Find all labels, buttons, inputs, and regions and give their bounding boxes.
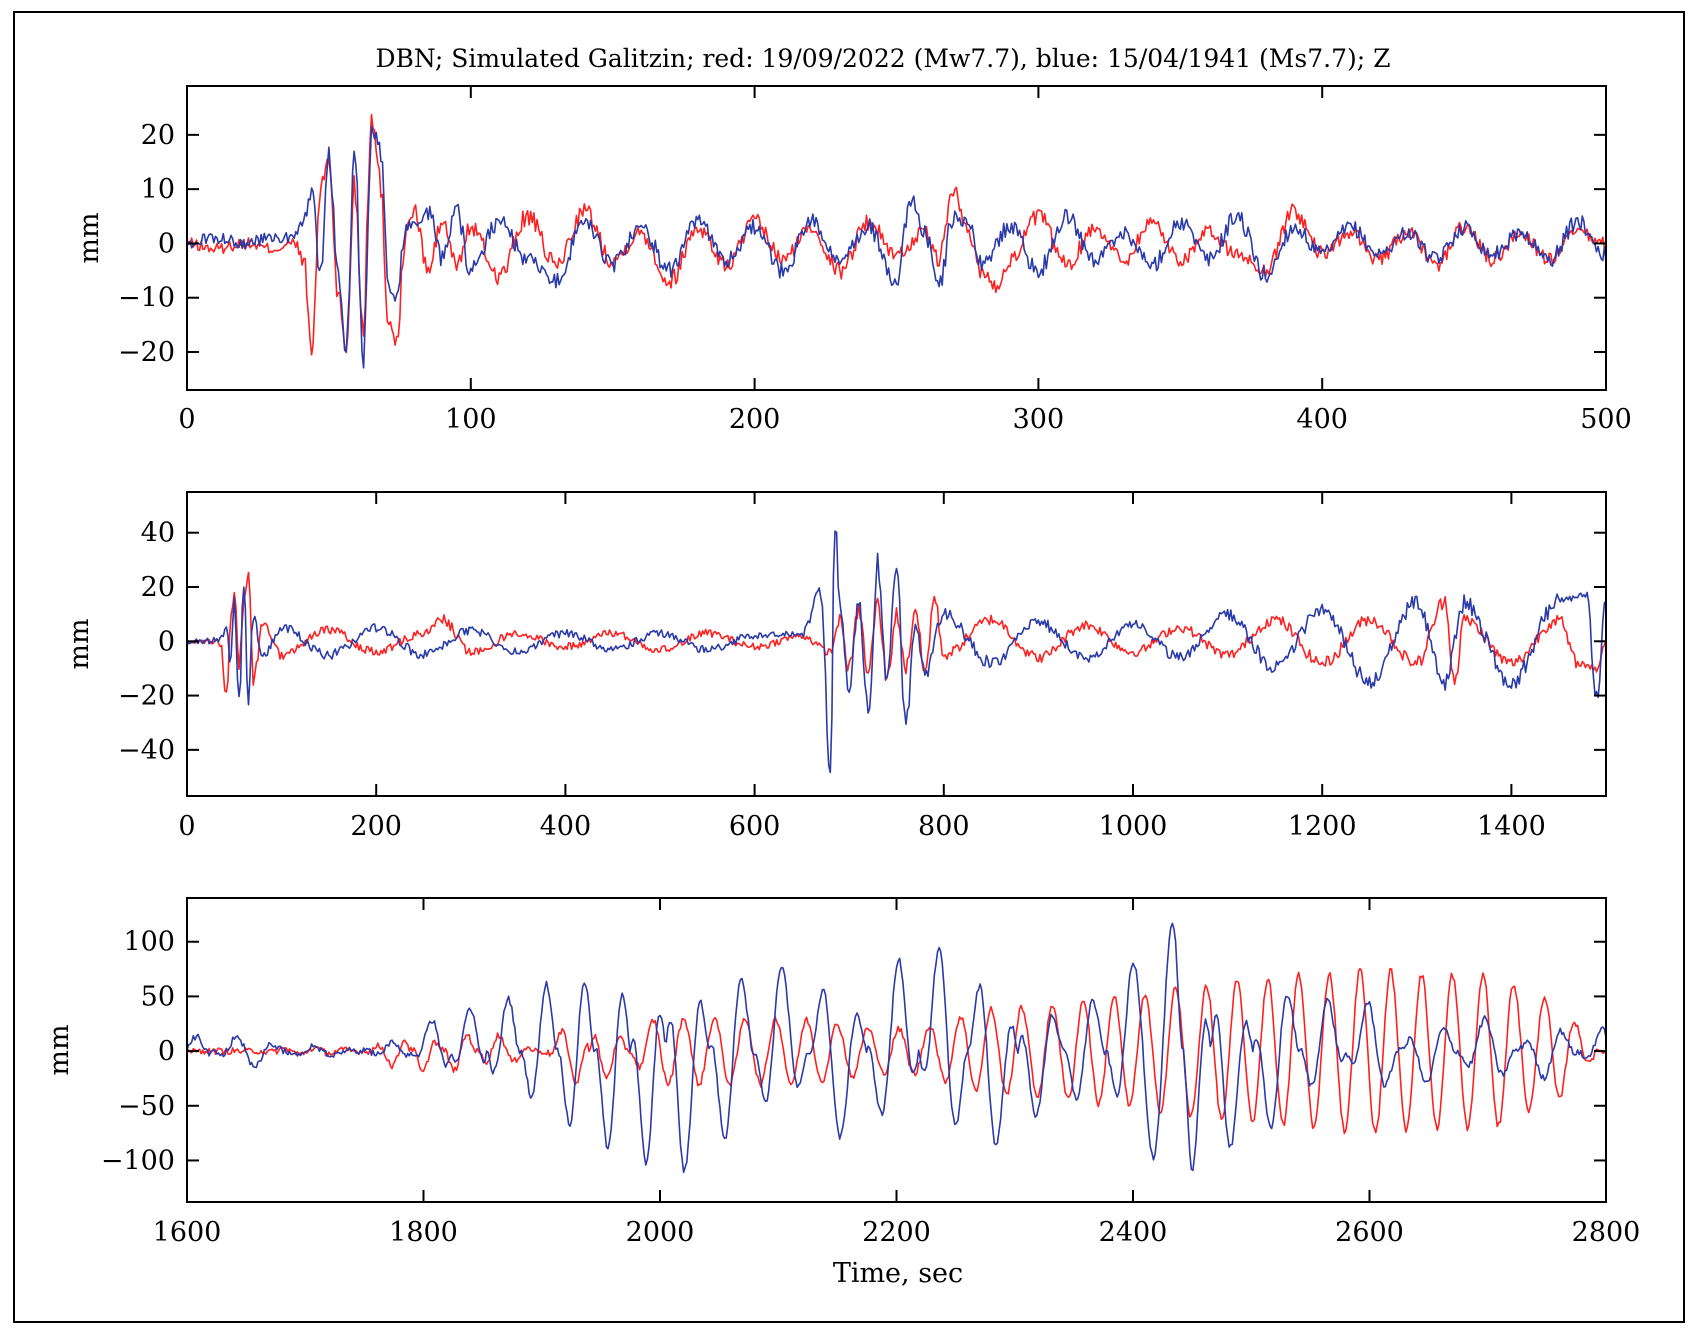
series-blue-panel-2 [187, 530, 1606, 774]
y-tick-label: 0 [158, 228, 175, 259]
y-axis-label: mm [74, 212, 105, 263]
y-tick-label: −10 [118, 283, 175, 314]
x-tick-label: 400 [540, 811, 592, 842]
y-tick-label: 40 [141, 518, 175, 549]
y-tick-label: 20 [141, 572, 175, 603]
x-tick-label: 1800 [389, 1217, 458, 1248]
x-tick-label: 0 [178, 811, 195, 842]
panel-3: 1600 1800 2000 2200 2400 2600 2800 −100 −50 0 50 10… [44, 897, 1641, 1248]
y-tick-label: 10 [141, 174, 175, 205]
outer-frame [13, 11, 1685, 1323]
y-tick-label: −100 [101, 1145, 175, 1176]
y-tick-label: 50 [141, 981, 175, 1012]
x-tick-label: 500 [1580, 404, 1632, 435]
x-tick-label: 600 [729, 811, 781, 842]
x-tick-label: 200 [350, 811, 402, 842]
y-tick-label: 20 [141, 120, 175, 151]
y-tick-label: 0 [158, 1036, 175, 1067]
series-blue-panel-1 [187, 125, 1606, 369]
x-tick-label: 800 [918, 811, 970, 842]
panel-2: 0 200 400 600 800 1000 1200 1400 −40 −20 0 20 40 mm [64, 491, 1607, 842]
x-tick-label: 1200 [1288, 811, 1357, 842]
x-tick-label: 2800 [1572, 1217, 1641, 1248]
x-tick-label: 2200 [862, 1217, 931, 1248]
x-tick-label: 1000 [1099, 811, 1168, 842]
x-axis-label: Time, sec [833, 1258, 963, 1289]
figure-title: DBN; Simulated Galitzin; red: 19/09/2022… [376, 44, 1391, 73]
series-red-panel-2 [187, 571, 1606, 693]
series-red-panel-3 [187, 967, 1606, 1135]
y-tick-label: −50 [118, 1091, 175, 1122]
y-axis-label: mm [64, 618, 95, 669]
series-blue-panel-3 [187, 922, 1606, 1174]
y-tick-label: 0 [158, 626, 175, 657]
x-tick-label: 1400 [1477, 811, 1546, 842]
x-tick-label: 200 [729, 404, 781, 435]
x-tick-label: 0 [178, 404, 195, 435]
y-axis-label: mm [44, 1024, 75, 1075]
y-tick-label: 100 [123, 927, 175, 958]
panel-1: 0 100 200 300 400 500 −20 −10 0 10 20 mm [74, 85, 1632, 435]
series-red-panel-1 [187, 113, 1606, 356]
x-tick-label: 400 [1296, 404, 1348, 435]
x-tick-label: 2600 [1335, 1217, 1404, 1248]
plot-frame-1 [186, 85, 1607, 391]
x-tick-label: 300 [1013, 404, 1065, 435]
plot-frame-2 [186, 491, 1607, 797]
x-tick-label: 2400 [1099, 1217, 1168, 1248]
x-tick-label: 1600 [153, 1217, 222, 1248]
y-tick-label: −40 [118, 735, 175, 766]
y-tick-label: −20 [118, 681, 175, 712]
x-tick-label: 2000 [626, 1217, 695, 1248]
y-tick-label: −20 [118, 337, 175, 368]
x-tick-label: 100 [445, 404, 497, 435]
